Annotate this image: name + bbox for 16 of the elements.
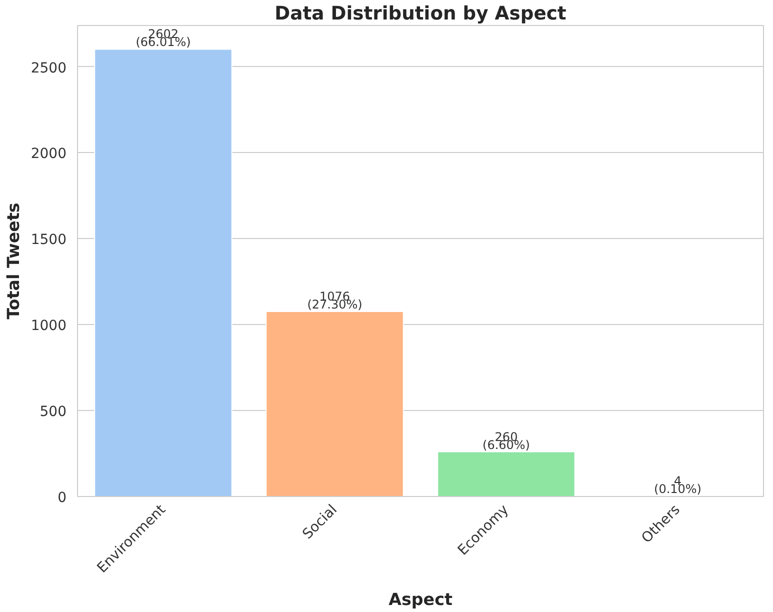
y-tick-label: 500 bbox=[40, 404, 67, 420]
y-axis-title: Total Tweets bbox=[4, 202, 23, 320]
y-tick-label: 0 bbox=[58, 490, 67, 506]
data-label: 260 (6.60%) bbox=[482, 430, 530, 452]
x-axis-title: Aspect bbox=[388, 590, 452, 610]
bar bbox=[266, 311, 404, 496]
bar bbox=[94, 48, 232, 496]
bar bbox=[437, 451, 576, 496]
chart-title: Data Distribution by Aspect bbox=[274, 4, 566, 24]
y-tick-label: 2500 bbox=[30, 60, 67, 76]
data-label: 2602 (66.01%) bbox=[136, 27, 191, 50]
y-tick-label: 1000 bbox=[30, 318, 67, 334]
y-tick-label: 2000 bbox=[30, 146, 67, 162]
data-label: 1076 (27.30%) bbox=[307, 290, 362, 312]
y-tick-label: 1500 bbox=[30, 232, 67, 248]
data-label: 4 (0.10%) bbox=[654, 474, 702, 496]
